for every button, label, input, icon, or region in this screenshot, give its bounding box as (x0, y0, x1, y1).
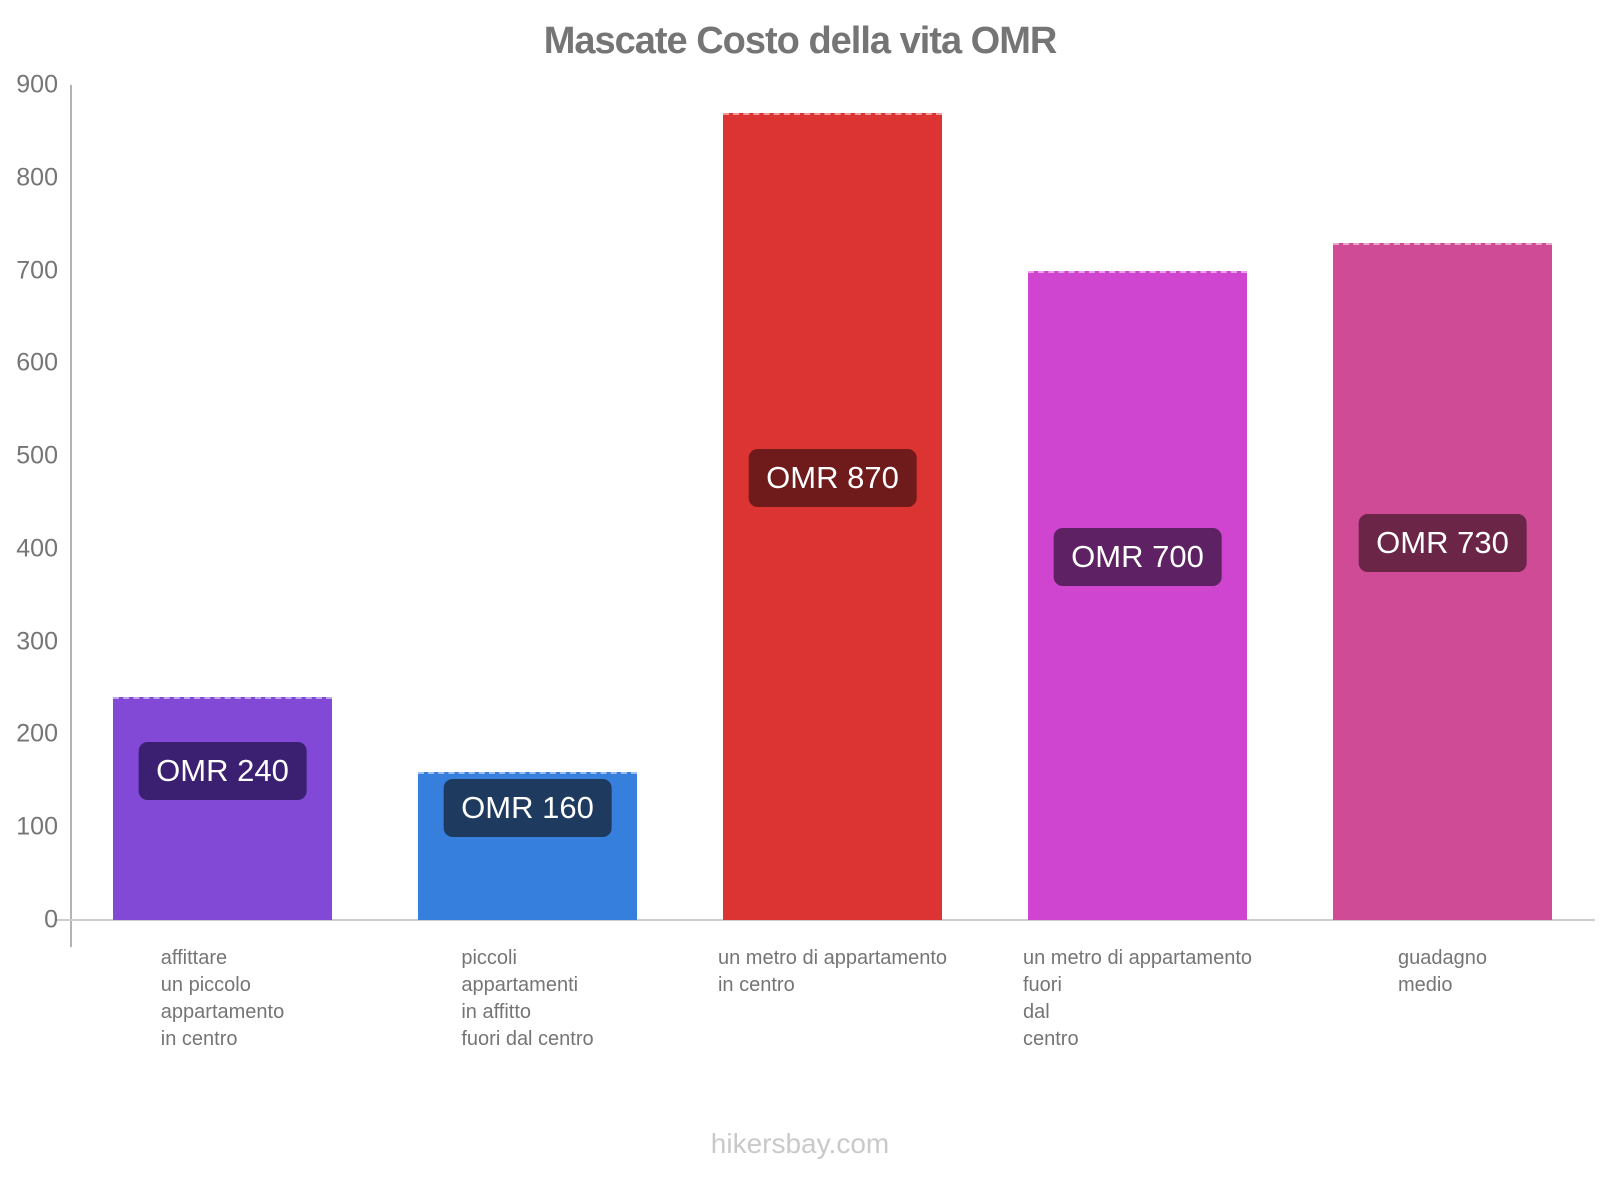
bar (1028, 270, 1247, 920)
y-tick-label: 500 (16, 441, 58, 470)
bar (113, 697, 332, 920)
y-tick-label: 800 (16, 163, 58, 192)
watermark-text: hikersbay.com (710, 1128, 890, 1159)
chart-title: Mascate Costo della vita OMR (543, 20, 1058, 62)
x-category-label: affittare un piccolo appartamento in centro (160, 947, 285, 1050)
x-category-label: guadagno medio (1398, 947, 1487, 996)
x-category-label: un metro di appartamento in centro (717, 947, 948, 996)
y-tick-label: 400 (16, 534, 58, 563)
bar-value-badge: OMR 700 (1053, 528, 1222, 587)
x-category-label: un metro di appartamento fuori dal centro (1022, 947, 1253, 1050)
bar (723, 112, 942, 920)
bar (1333, 242, 1552, 920)
x-axis-baseline (55, 919, 1595, 921)
x-category-label: piccoli appartamenti in affitto fuori dal c… (461, 947, 594, 1050)
y-tick-label: 300 (16, 627, 58, 656)
bar-value-badge: OMR 160 (443, 778, 612, 837)
y-tick-label: 100 (16, 812, 58, 841)
bar-value-badge: OMR 870 (748, 449, 917, 508)
bar-value-badge: OMR 730 (1358, 514, 1527, 573)
y-tick-label: 0 (44, 905, 58, 934)
y-tick-label: 900 (16, 70, 58, 99)
y-axis-line (70, 85, 72, 947)
bar-value-badge: OMR 240 (138, 741, 307, 800)
y-tick-label: 200 (16, 719, 58, 748)
y-tick-label: 600 (16, 348, 58, 377)
y-tick-label: 700 (16, 256, 58, 285)
